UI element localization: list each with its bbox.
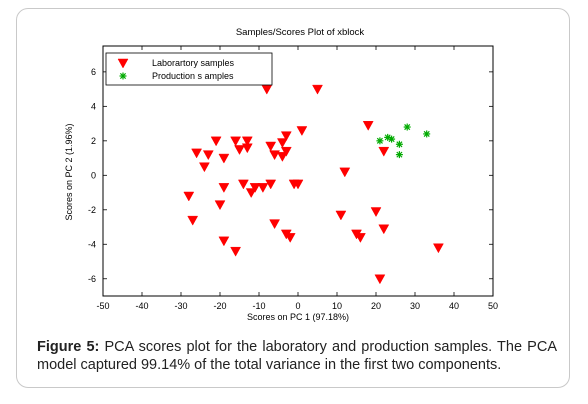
laboratory-sample-point [218,236,230,247]
laboratory-sample-point [339,167,351,178]
y-tick-label: 2 [91,136,96,146]
caption-label: Figure 5: [37,339,100,355]
x-tick-label: 30 [410,301,420,311]
laboratory-sample-point [187,215,199,226]
production-sample-point [423,130,431,138]
y-tick-label: 4 [91,101,96,111]
laboratory-sample-point [202,150,214,161]
laboratory-sample-point [241,136,253,147]
laboratory-sample-point [230,136,242,147]
laboratory-sample-point [237,179,249,190]
x-tick-label: -40 [135,301,148,311]
laboratory-sample-point [362,121,374,131]
laboratory-sample-point [378,224,390,235]
laboratory-sample-point [265,141,277,152]
legend-label-production: Production s amples [152,71,234,81]
laboratory-sample-point [370,207,382,218]
laboratory-sample-point [378,146,390,157]
laboratory-sample-point [374,274,386,285]
x-tick-label: -20 [213,301,226,311]
laboratory-sample-point [230,246,242,257]
y-tick-label: 6 [91,67,96,77]
legend-marker-production [119,72,127,80]
laboratory-sample-point [265,179,277,190]
x-tick-label: -10 [252,301,265,311]
chart-title: Samples/Scores Plot of xblock [236,27,365,38]
laboratory-sample-point [284,233,296,243]
laboratory-sample-point [234,145,245,155]
legend-star-icon [119,72,127,80]
laboratory-sample-point [198,162,210,173]
x-tick-label: 10 [332,301,342,311]
laboratory-sample-point [276,138,288,149]
legend-marker-laboratory [117,58,129,69]
laboratory-sample-point [249,183,261,193]
laboratory-sample-point [210,136,222,147]
caption-text: PCA scores plot for the laboratory and p… [37,339,557,373]
laboratory-sample-point [354,233,366,243]
pca-scores-chart: Samples/Scores Plot of xblock -50 -40 -30-… [64,27,498,322]
production-sample-point [403,123,411,131]
production-sample-point [376,137,384,145]
y-tick-label: -4 [88,239,96,249]
laboratory-sample-point [218,153,230,164]
legend-label-laboratory: Laborartory samples [152,58,235,68]
y-tick-label: 0 [91,170,96,180]
legend: Laborartory samples Production s amples [105,52,273,86]
x-tick-label: -50 [96,301,109,311]
x-tick-label: -30 [174,301,187,311]
laboratory-sample-point [218,183,230,193]
x-tick-label: 0 [295,301,300,311]
laboratory-sample-point [312,84,323,95]
laboratory-sample-point [214,200,226,211]
laboratory-sample-point [245,188,257,199]
laboratory-sample-point [183,191,195,202]
legend-box [105,52,273,86]
laboratory-sample-point [269,150,281,161]
laboratory-sample-point [432,243,444,254]
figure-caption: Figure 5: PCA scores plot for the labora… [37,338,557,374]
y-axis-label: Scores on PC 2 (1.96%) [64,123,74,220]
laboratory-sample-point [276,152,288,162]
production-sample-point [388,135,396,143]
y-tick-label: -2 [88,205,96,215]
laboratory-sample-point [288,179,300,190]
data-points [183,84,444,285]
x-tick-label: 40 [449,301,459,311]
laboratory-sample-point [257,183,269,193]
laboratory-sample-point [241,143,253,154]
laboratory-sample-point [280,131,292,142]
x-axis-label: Scores on PC 1 (97.18%) [247,312,349,322]
laboratory-sample-point [191,148,203,159]
plot-area [102,45,494,297]
x-tick-label: 20 [371,301,381,311]
production-sample-point [395,151,403,159]
production-sample-point [395,140,403,148]
legend-triangle-icon [117,58,129,69]
laboratory-sample-point [296,126,308,136]
laboratory-sample-point [280,146,292,157]
y-tick-label: -6 [88,274,96,284]
x-tick-label: 50 [488,301,498,311]
laboratory-sample-point [269,219,281,230]
laboratory-sample-point [335,210,347,221]
